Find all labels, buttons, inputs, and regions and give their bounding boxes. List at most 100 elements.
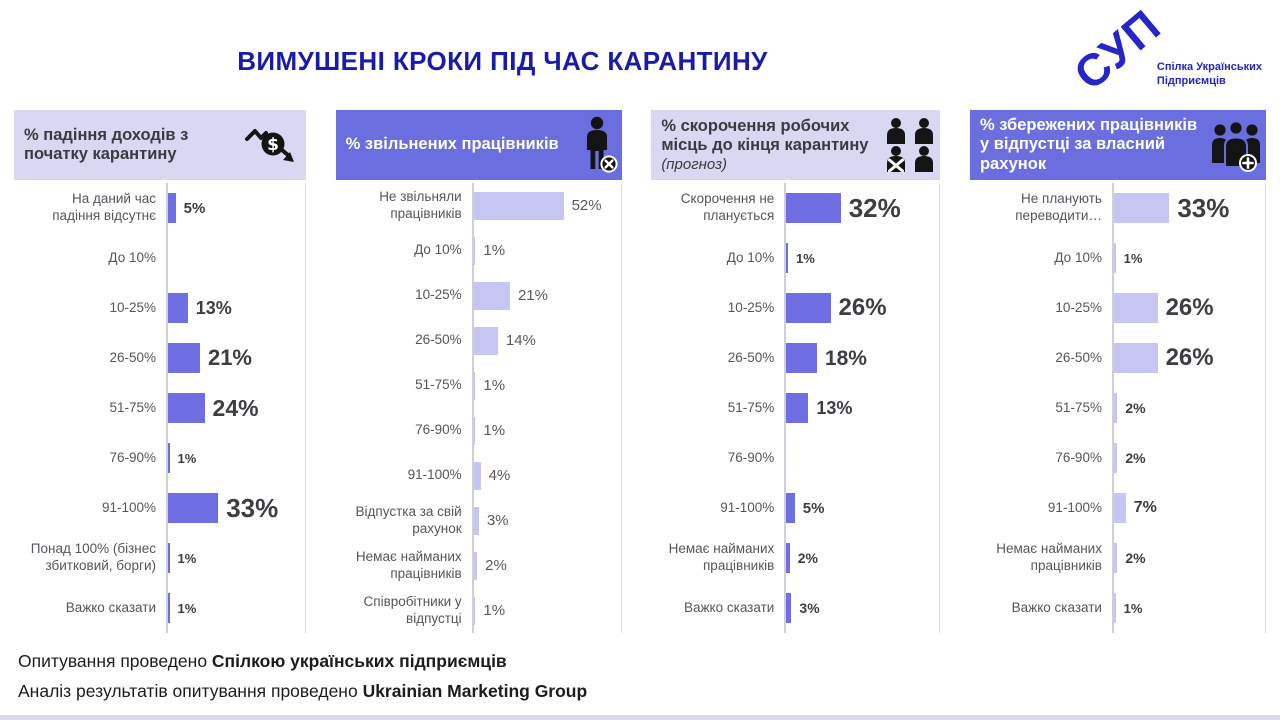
bar (786, 393, 809, 423)
value-label: 21% (207, 345, 252, 370)
bar-track: 1% (1111, 233, 1265, 283)
bar-track: 1% (1111, 583, 1265, 633)
chart-row: Немає найманих працівників 2% (336, 543, 621, 588)
chart-title-block: % скорочення робочих місць до кінця кара… (661, 117, 884, 174)
chart-header: % звільнених працівників (335, 110, 622, 180)
value-label: 52% (571, 197, 602, 214)
value-label: 3% (799, 600, 820, 616)
chart-row: Не планують переводити… 33% (970, 183, 1265, 233)
bar-track: 1% (166, 433, 305, 483)
category-label: Понад 100% (бізнес збитковий, борги) (30, 541, 156, 573)
chart-plot: Скорочення не планується 32% До 10% 1% 10-25… (651, 183, 941, 633)
category-label: 10-25% (109, 299, 156, 315)
value-label: 32% (848, 193, 901, 223)
chart-panel-2: % звільнених працівників Не звільняли пра… (335, 110, 622, 633)
category-label: Важко сказати (65, 599, 156, 615)
chart-row: До 10% 1% (651, 233, 939, 283)
people-cut-icon (884, 117, 936, 173)
bar (473, 371, 476, 400)
value-label: 33% (1177, 193, 1230, 223)
category-label: Важко сказати (1011, 599, 1102, 615)
chart-row: 91-100% 4% (336, 453, 621, 498)
category-label: До 10% (108, 249, 156, 265)
bar (168, 493, 219, 523)
chart-row: 76-90% 2% (970, 433, 1265, 483)
footer-line1-org: Спілкою українських підприємців (211, 650, 507, 671)
bar (1113, 593, 1116, 623)
bar (786, 493, 795, 523)
footer-line2-prefix: Аналіз результатів опитування проведено (18, 680, 363, 701)
chart-header: % падіння доходів з початку карантину $ (14, 110, 306, 180)
bar-track: 21% (471, 273, 621, 318)
category-label: Немає найманих працівників (355, 548, 462, 581)
chart-plot: Не звільняли працівників 52% До 10% 1% 10-25… (336, 183, 622, 633)
category-label: 26-50% (415, 332, 462, 348)
bar (473, 416, 476, 445)
chart-row: 51-75% 24% (14, 383, 305, 433)
value-label: 1% (483, 422, 506, 439)
chart-row: 10-25% 26% (651, 283, 939, 333)
bar-track: 1% (471, 408, 621, 453)
category-label: 76-90% (1055, 449, 1102, 465)
bar (786, 343, 817, 373)
chart-row: Важко сказати 1% (970, 583, 1265, 633)
bar-track: 7% (1111, 483, 1265, 533)
value-label: 24% (212, 394, 259, 421)
category-label: 51-75% (415, 377, 462, 393)
category-label: 91-100% (1047, 499, 1102, 515)
chart-row: До 10% 1% (336, 228, 621, 273)
bar (168, 293, 188, 323)
chart-row: Немає найманих працівників 2% (970, 533, 1265, 583)
value-label: 5% (183, 199, 206, 217)
value-label: 2% (1125, 550, 1146, 566)
chart-row: Відпустка за свій рахунок 3% (336, 498, 621, 543)
category-label: 91-100% (101, 499, 156, 515)
page-title: ВИМУШЕНІ КРОКИ ПІД ЧАС КАРАНТИНУ (237, 46, 768, 76)
value-label: 13% (816, 398, 853, 418)
value-label: 26% (838, 294, 887, 321)
bar (1113, 193, 1170, 223)
bar-track: 26% (1111, 333, 1265, 383)
bar-track: 33% (1111, 183, 1265, 233)
bar (168, 443, 170, 473)
chart-title: % падіння доходів з початку карантину (24, 125, 189, 163)
bar-track: 21% (166, 333, 305, 383)
category-label: 76-90% (109, 449, 156, 465)
bar-track: 5% (166, 183, 305, 233)
chart-title-block: % падіння доходів з початку карантину (24, 126, 244, 165)
category-label: 10-25% (727, 299, 775, 315)
svg-text:$: $ (267, 135, 279, 155)
chart-header: % скорочення робочих місць до кінця кара… (651, 110, 941, 180)
chart-title: % збережених працівників у відпустці за … (979, 115, 1198, 173)
bar-track: 26% (1111, 283, 1265, 333)
bar (168, 543, 170, 573)
chart-row: 51-75% 2% (970, 383, 1265, 433)
value-label: 2% (1125, 400, 1146, 416)
chart-row: 26-50% 14% (336, 318, 621, 363)
chart-row: 10-25% 21% (336, 273, 621, 318)
chart-panel-4: % збережених працівників у відпустці за … (969, 110, 1266, 633)
chart-row: 26-50% 18% (651, 333, 939, 383)
chart-row: 91-100% 5% (651, 483, 939, 533)
bar (1113, 493, 1126, 523)
value-label: 18% (824, 346, 867, 370)
category-label: 76-90% (727, 449, 775, 465)
chart-row: До 10% 1% (970, 233, 1265, 283)
money-decline-icon: $ (244, 123, 302, 167)
value-label: 1% (796, 250, 815, 266)
value-label: 21% (517, 287, 548, 304)
value-label: 26% (1165, 344, 1214, 371)
value-label: 14% (505, 332, 536, 349)
category-label: До 10% (1054, 249, 1102, 265)
chart-row: Співробітники у відпустці 1% (336, 588, 621, 633)
bar (473, 326, 498, 355)
chart-row: 76-90% (651, 433, 939, 483)
bar (786, 193, 841, 223)
bar-track: 13% (784, 383, 939, 433)
bar-track: 18% (784, 333, 939, 383)
chart-panel-1: % падіння доходів з початку карантину $ На… (14, 110, 306, 633)
value-label: 1% (483, 602, 506, 619)
bar-track: 2% (1111, 433, 1265, 483)
chart-row: Скорочення не планується 32% (651, 183, 939, 233)
bar-track: 13% (166, 283, 305, 333)
